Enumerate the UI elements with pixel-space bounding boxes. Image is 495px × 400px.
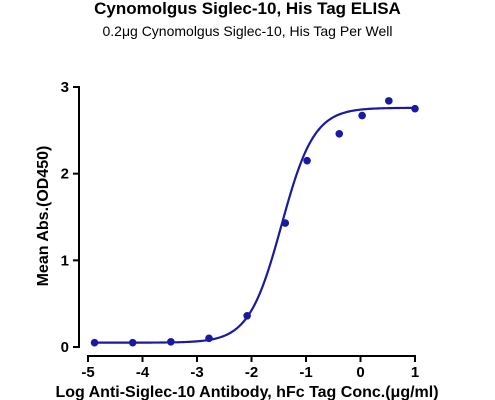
data-point bbox=[205, 334, 213, 343]
fit-curve bbox=[94, 106, 415, 344]
y-axis-label: Mean Abs.(OD450) bbox=[35, 146, 52, 287]
x-tick-label: -3 bbox=[190, 364, 203, 381]
x-axis-ticks: -5 -4 -3 -2 -1 0 1 bbox=[81, 356, 419, 381]
x-tick-label: -4 bbox=[136, 364, 150, 381]
x-axis-label: Log Anti-Siglec-10 Antibody, hFc Tag Con… bbox=[55, 384, 438, 400]
data-point bbox=[335, 130, 344, 138]
x-tick-label: -1 bbox=[299, 364, 312, 381]
x-tick-label: -2 bbox=[245, 364, 258, 381]
chart-subtitle: 0.2μg Cynomolgus Siglec-10, His Tag Per … bbox=[102, 23, 392, 39]
data-point bbox=[385, 97, 393, 105]
data-point bbox=[167, 338, 175, 346]
data-point bbox=[281, 219, 290, 227]
data-point bbox=[128, 338, 137, 347]
y-tick-label: 3 bbox=[61, 79, 69, 96]
data-point bbox=[90, 338, 99, 347]
y-tick-label: 1 bbox=[61, 252, 69, 269]
chart-title: Cynomolgus Siglec-10, His Tag ELISA bbox=[94, 0, 401, 18]
x-tick-label: 1 bbox=[411, 364, 419, 381]
y-tick-label: 0 bbox=[61, 339, 69, 356]
data-point bbox=[358, 111, 366, 120]
y-tick-label: 2 bbox=[61, 166, 69, 183]
data-points bbox=[90, 97, 419, 347]
x-tick-label: -5 bbox=[81, 364, 94, 381]
data-point bbox=[411, 104, 419, 113]
x-tick-label: 0 bbox=[356, 364, 364, 381]
data-point bbox=[303, 156, 311, 165]
data-point bbox=[243, 312, 251, 320]
y-axis-ticks: 0 1 2 3 bbox=[61, 79, 79, 356]
